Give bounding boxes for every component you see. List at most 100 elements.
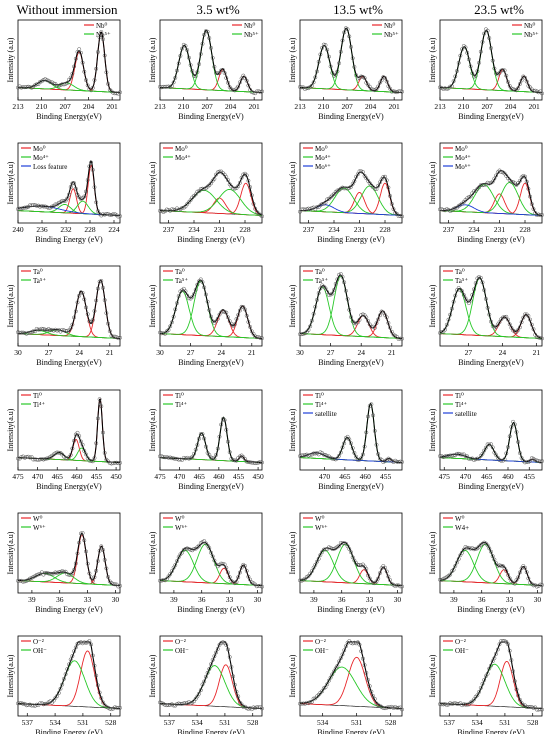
data-point <box>260 336 264 341</box>
data-point <box>506 445 510 450</box>
data-point <box>323 200 328 205</box>
data-point <box>304 86 309 90</box>
data-point <box>202 436 207 441</box>
x-tick-label: 534 <box>49 718 61 727</box>
data-point <box>320 202 325 206</box>
data-point <box>507 322 512 327</box>
x-tick-label: 465 <box>481 472 493 481</box>
data-point <box>175 301 179 306</box>
data-point <box>36 572 41 577</box>
data-point <box>540 91 544 96</box>
data-point <box>342 30 347 35</box>
data-point <box>349 184 353 189</box>
plot-frame <box>159 389 263 471</box>
legend-label: Ti⁴⁺ <box>33 401 45 409</box>
data-point <box>384 315 389 320</box>
plot-frame <box>439 512 543 594</box>
x-tick-label: 475 <box>154 472 166 481</box>
data-point <box>472 458 476 462</box>
raw-data-points <box>298 169 404 219</box>
data-point <box>116 584 121 589</box>
data-point <box>388 86 393 91</box>
data-point <box>176 294 181 299</box>
legend-label: O⁻² <box>455 638 466 646</box>
x-tick-label: 204 <box>225 102 237 111</box>
data-point <box>209 550 213 555</box>
x-tick-label: 234 <box>328 225 340 234</box>
data-point <box>465 702 470 707</box>
data-point <box>226 439 230 444</box>
data-point <box>512 422 517 427</box>
data-point <box>325 454 330 459</box>
data-point <box>203 29 208 34</box>
data-point <box>104 211 109 216</box>
data-point <box>244 568 249 573</box>
data-point <box>485 28 490 33</box>
legend-label: O⁻² <box>33 638 44 646</box>
data-point <box>209 181 213 186</box>
data-point <box>398 584 403 589</box>
data-point <box>61 199 66 204</box>
data-point <box>200 432 205 436</box>
column-title-13-5: 13.5 wt% <box>333 2 383 17</box>
data-point <box>460 452 465 457</box>
data-point <box>468 298 473 303</box>
xps-panel-r2-c0: 30 27 24 21 Binding Energy(eV) Intensity(a.u)… <box>6 265 122 367</box>
data-point <box>386 321 391 325</box>
data-point <box>384 178 389 183</box>
data-point <box>444 703 449 708</box>
data-point <box>176 207 181 212</box>
fit-envelope <box>159 541 262 587</box>
data-point <box>383 76 387 80</box>
data-point <box>309 83 314 88</box>
x-tick-label: 528 <box>247 718 259 727</box>
data-point <box>524 179 529 184</box>
data-point <box>323 43 328 48</box>
data-point <box>236 313 241 317</box>
x-tick-label: 231 <box>494 225 506 234</box>
data-point <box>374 579 379 584</box>
x-tick-label: 210 <box>318 102 330 111</box>
data-point <box>243 563 247 568</box>
component-peak <box>160 664 262 709</box>
data-point <box>212 558 217 563</box>
data-point <box>376 576 381 581</box>
xps-panel-r0-c0: 213 210 207 204 201 Binding Energy(eV) Intensi… <box>6 19 122 121</box>
data-point <box>68 75 73 80</box>
data-point <box>372 696 377 701</box>
data-point <box>226 178 230 183</box>
legend-label: Ti⁰ <box>175 392 184 400</box>
component-peak <box>300 275 402 339</box>
data-point <box>106 81 111 86</box>
data-point <box>72 438 77 443</box>
data-point <box>340 445 345 450</box>
raw-data-points <box>438 419 544 465</box>
data-point <box>455 69 459 73</box>
x-tick-label: 39 <box>28 595 36 604</box>
x-tick-label: 465 <box>52 472 64 481</box>
legend-label: Ti⁴⁺ <box>455 401 467 409</box>
data-point <box>451 567 456 572</box>
data-point <box>90 85 95 90</box>
data-point <box>210 657 215 662</box>
data-point <box>60 327 65 332</box>
x-axis-label: Binding Energy (eV) <box>35 605 103 614</box>
data-point <box>173 307 178 312</box>
data-point <box>78 290 83 295</box>
data-point <box>455 560 459 565</box>
data-point <box>44 456 49 461</box>
data-point <box>369 402 374 407</box>
data-point <box>523 174 527 179</box>
x-tick-label: 531 <box>77 718 89 727</box>
data-point <box>309 699 314 704</box>
x-tick-label: 460 <box>71 472 83 481</box>
fit-envelope <box>160 29 262 94</box>
data-point <box>232 322 237 327</box>
component-peak <box>18 329 120 339</box>
data-point <box>514 430 519 434</box>
data-point <box>466 195 471 200</box>
data-point <box>318 553 323 557</box>
data-point <box>475 693 480 698</box>
x-axis-label: Binding Energy(eV) <box>318 358 384 367</box>
plot-frame <box>299 512 403 594</box>
